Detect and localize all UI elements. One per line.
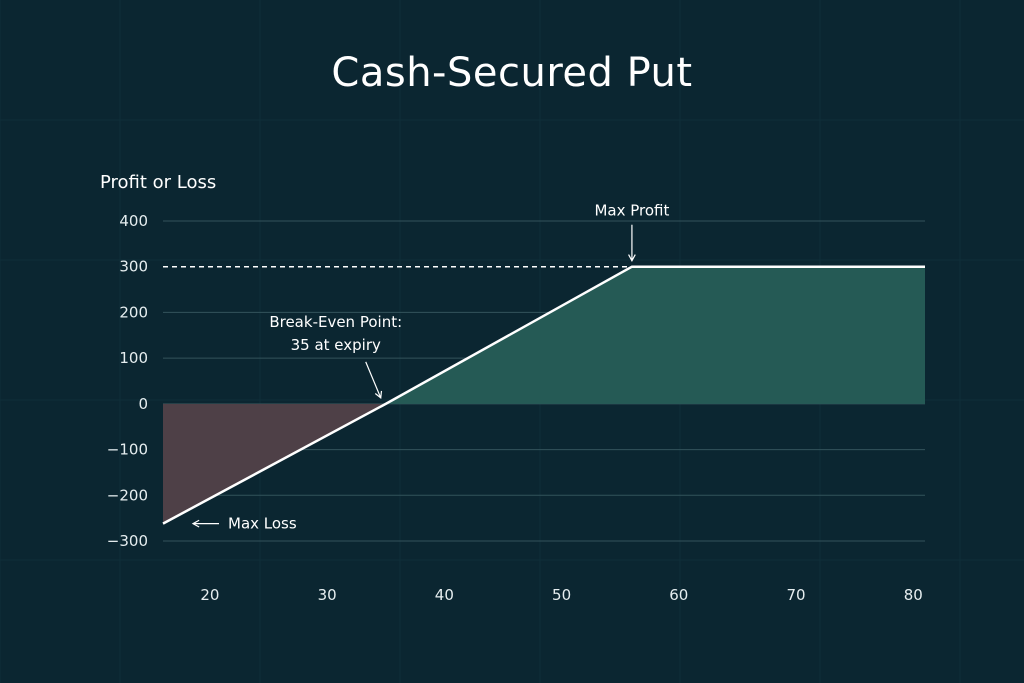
max-loss-arrowhead bbox=[191, 519, 200, 528]
break-even-label: Break-Even Point: bbox=[269, 313, 402, 331]
y-tick-label: −100 bbox=[107, 441, 148, 459]
y-tick-label: 100 bbox=[119, 349, 148, 367]
y-tick-label: 400 bbox=[119, 212, 148, 230]
break-even-arrowhead bbox=[374, 390, 383, 400]
x-tick-label: 30 bbox=[318, 586, 337, 604]
x-tick-label: 60 bbox=[669, 586, 688, 604]
break-even-arrow bbox=[365, 361, 382, 399]
break-even-sublabel: 35 at expiry bbox=[291, 336, 381, 354]
y-axis-label: Profit or Loss bbox=[100, 172, 217, 193]
max-loss-label: Max Loss bbox=[228, 515, 297, 533]
y-tick-label: 0 bbox=[138, 395, 148, 413]
chart-title: Cash-Secured Put bbox=[331, 50, 693, 96]
x-tick-label: 80 bbox=[904, 586, 923, 604]
y-tick-label: −300 bbox=[107, 532, 148, 550]
y-tick-label: 200 bbox=[119, 303, 148, 321]
profit-area bbox=[385, 266, 925, 404]
x-tick-label: 50 bbox=[552, 586, 571, 604]
max-profit-label: Max Profit bbox=[594, 202, 669, 220]
payoff-line bbox=[162, 265, 925, 525]
x-tick-label: 20 bbox=[200, 586, 219, 604]
max-profit-arrowhead bbox=[628, 254, 636, 262]
y-tick-label: 300 bbox=[119, 258, 148, 276]
y-tick-label: −200 bbox=[107, 486, 148, 504]
x-tick-label: 40 bbox=[435, 586, 454, 604]
x-tick-label: 70 bbox=[786, 586, 805, 604]
